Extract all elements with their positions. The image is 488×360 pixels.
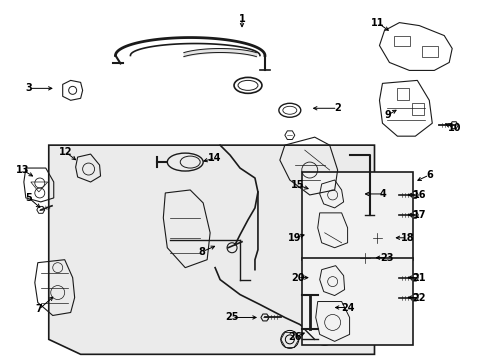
Text: 2: 2: [334, 103, 340, 113]
Text: 9: 9: [383, 110, 390, 120]
Bar: [394, 36, 409, 45]
Text: 5: 5: [25, 193, 32, 203]
Bar: [422, 45, 437, 58]
Text: 4: 4: [379, 189, 386, 199]
Text: 22: 22: [412, 293, 425, 302]
Text: 25: 25: [225, 312, 238, 323]
Text: 17: 17: [412, 210, 425, 220]
Text: 7: 7: [35, 305, 42, 315]
Text: 1: 1: [238, 14, 245, 24]
Text: 13: 13: [16, 165, 30, 175]
Text: 24: 24: [340, 302, 354, 312]
Text: 23: 23: [380, 253, 393, 263]
Text: 21: 21: [412, 273, 425, 283]
Text: 10: 10: [447, 123, 461, 133]
Text: 26: 26: [287, 332, 301, 342]
Text: 3: 3: [25, 84, 32, 93]
Bar: [301, 258, 412, 345]
Text: 20: 20: [290, 273, 304, 283]
Bar: [397, 88, 408, 100]
Text: 18: 18: [400, 233, 413, 243]
Bar: [411, 103, 424, 115]
Text: 11: 11: [370, 18, 384, 28]
Text: 12: 12: [59, 147, 72, 157]
Text: 6: 6: [425, 170, 432, 180]
Text: 19: 19: [287, 233, 301, 243]
Polygon shape: [49, 145, 374, 354]
Text: 16: 16: [412, 190, 425, 200]
Text: 14: 14: [208, 153, 222, 163]
Bar: [301, 172, 412, 260]
Text: 8: 8: [198, 247, 205, 257]
Text: 15: 15: [290, 180, 304, 190]
